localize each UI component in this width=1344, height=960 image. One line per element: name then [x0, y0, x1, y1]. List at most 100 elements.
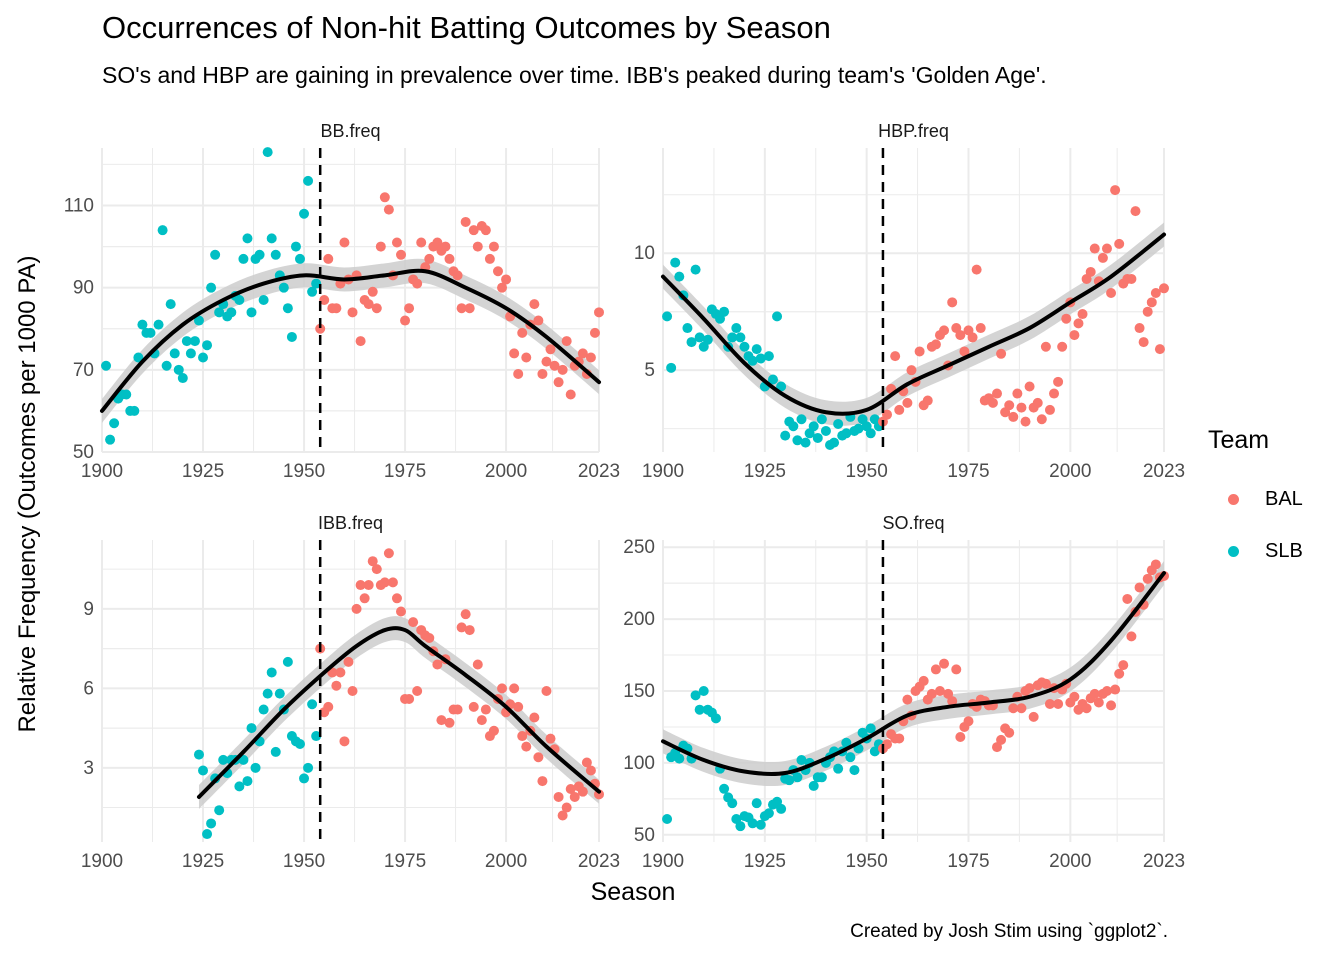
point-bal	[561, 336, 572, 347]
point-slb	[282, 303, 293, 314]
point-bal	[1142, 306, 1153, 317]
point-slb	[780, 430, 791, 441]
point-bal	[472, 241, 483, 252]
point-bal	[1106, 287, 1117, 298]
point-bal	[1004, 727, 1015, 738]
point-bal	[1028, 711, 1039, 722]
point-slb	[796, 755, 807, 766]
point-bal	[371, 564, 382, 575]
x-tick-label: 2023	[1143, 851, 1185, 872]
point-bal	[444, 717, 455, 728]
chart-title: Occurrences of Non-hit Batting Outcomes …	[102, 10, 831, 45]
point-slb	[792, 772, 803, 783]
point-slb	[129, 405, 140, 416]
x-tick-label: 1950	[846, 851, 888, 872]
point-slb	[735, 821, 746, 832]
point-bal	[452, 704, 463, 715]
x-tick-label: 1975	[947, 851, 989, 872]
point-bal	[452, 270, 463, 281]
smooth-line	[661, 232, 1166, 416]
point-bal	[359, 593, 370, 604]
point-bal	[557, 810, 568, 821]
point-bal	[347, 307, 358, 318]
point-bal	[918, 675, 929, 686]
x-tick-label: 2000	[1049, 461, 1091, 482]
point-slb	[153, 319, 164, 330]
point-slb	[670, 257, 681, 268]
smooth-line	[661, 571, 1166, 777]
point-bal	[383, 204, 394, 215]
point-bal	[934, 686, 945, 696]
point-bal	[947, 297, 958, 308]
point-slb	[666, 362, 677, 373]
point-slb	[841, 737, 852, 748]
point-slb	[662, 813, 673, 824]
point-slb	[694, 332, 705, 343]
point-bal	[1049, 388, 1060, 399]
x-tick-label: 1950	[283, 851, 325, 872]
point-bal	[1134, 323, 1145, 334]
point-bal	[967, 332, 978, 343]
point-bal	[1004, 400, 1015, 411]
point-bal	[922, 395, 933, 406]
point-bal	[488, 241, 499, 252]
point-slb	[710, 713, 721, 724]
x-tick-label: 1925	[744, 461, 786, 482]
point-slb	[246, 723, 257, 734]
point-slb	[193, 749, 204, 760]
point-bal	[363, 580, 374, 591]
point-bal	[367, 556, 378, 567]
point-bal	[355, 336, 366, 347]
point-slb	[157, 225, 168, 236]
x-tick-label: 2023	[578, 461, 620, 482]
point-slb	[109, 418, 120, 429]
panel-ibb-freq: 3 6 9 1900 1925 1950 1975 2000 2023 IBB.freq	[81, 513, 620, 872]
point-bal	[331, 303, 342, 314]
point-bal	[404, 303, 415, 314]
point-bal	[545, 733, 556, 744]
point-bal	[347, 686, 358, 696]
point-slb	[121, 389, 132, 400]
point-bal	[517, 327, 528, 338]
point-bal	[412, 686, 423, 696]
point-bal	[416, 237, 427, 248]
point-bal	[424, 253, 435, 264]
point-bal	[517, 731, 528, 742]
panel-bb-freq: 50 70 90 110 1900 1925 1950 1975 2000 2023 BB.freq	[64, 121, 620, 482]
point-slb	[294, 738, 305, 749]
point-bal	[947, 696, 958, 707]
point-bal	[488, 725, 499, 736]
point-bal	[1073, 318, 1084, 329]
point-bal	[1081, 703, 1092, 714]
point-bal	[1159, 283, 1169, 294]
point-slb	[751, 344, 762, 355]
point-bal	[492, 266, 503, 277]
point-bal	[906, 365, 917, 376]
point-bal	[541, 686, 552, 696]
point-bal	[577, 348, 588, 359]
point-bal	[987, 397, 998, 408]
y-tick-label: 50	[73, 442, 94, 463]
point-bal	[1089, 688, 1100, 699]
point-slb	[845, 752, 856, 763]
point-slb	[763, 808, 774, 819]
point-slb	[686, 337, 697, 348]
point-bal	[565, 389, 576, 400]
point-slb	[662, 311, 673, 322]
point-slb	[145, 327, 156, 338]
point-slb	[242, 776, 253, 787]
point-slb	[808, 780, 819, 791]
point-bal	[387, 577, 398, 588]
smooth-line	[100, 268, 601, 413]
point-slb	[311, 278, 322, 289]
point-bal	[975, 323, 986, 334]
point-slb	[133, 352, 144, 363]
point-slb	[270, 746, 281, 757]
point-bal	[1150, 287, 1161, 298]
point-bal	[951, 664, 962, 675]
y-tick-label: 250	[623, 537, 655, 558]
point-slb	[719, 306, 730, 317]
x-tick-label: 2023	[578, 851, 620, 872]
point-bal	[1057, 341, 1068, 352]
point-bal	[456, 303, 467, 314]
